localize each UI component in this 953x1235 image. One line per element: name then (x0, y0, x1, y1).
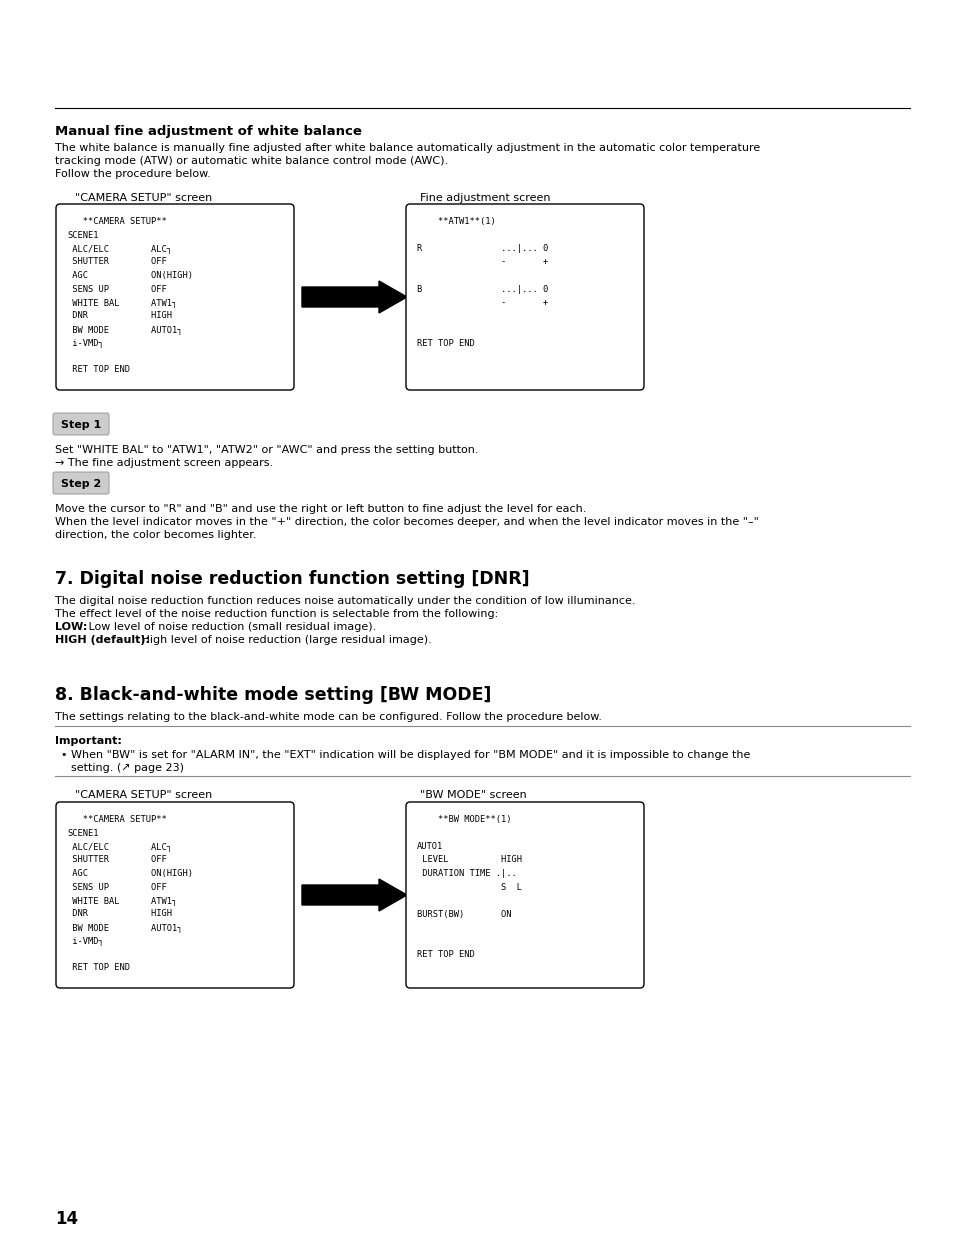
Text: R               ...|... 0: R ...|... 0 (416, 245, 548, 253)
Text: AGC            ON(HIGH): AGC ON(HIGH) (67, 270, 193, 280)
Text: "CAMERA SETUP" screen: "CAMERA SETUP" screen (75, 790, 212, 800)
FancyBboxPatch shape (56, 204, 294, 390)
Text: i-VMD┐: i-VMD┐ (67, 338, 104, 347)
Text: SHUTTER        OFF: SHUTTER OFF (67, 258, 167, 267)
Text: Follow the procedure below.: Follow the procedure below. (55, 169, 211, 179)
Text: The effect level of the noise reduction function is selectable from the followin: The effect level of the noise reduction … (55, 609, 497, 619)
Text: Manual fine adjustment of white balance: Manual fine adjustment of white balance (55, 125, 361, 138)
Text: WHITE BAL      ATW1┐: WHITE BAL ATW1┐ (67, 897, 177, 905)
Text: LEVEL          HIGH: LEVEL HIGH (416, 856, 521, 864)
Text: direction, the color becomes lighter.: direction, the color becomes lighter. (55, 530, 256, 540)
Text: Set "WHITE BAL" to "ATW1", "ATW2" or "AWC" and press the setting button.: Set "WHITE BAL" to "ATW1", "ATW2" or "AW… (55, 445, 478, 454)
Text: When the level indicator moves in the "+" direction, the color becomes deeper, a: When the level indicator moves in the "+… (55, 517, 758, 527)
Text: High level of noise reduction (large residual image).: High level of noise reduction (large res… (138, 635, 432, 645)
Text: setting. (↗ page 23): setting. (↗ page 23) (71, 763, 184, 773)
Text: **CAMERA SETUP**: **CAMERA SETUP** (67, 217, 167, 226)
FancyBboxPatch shape (53, 412, 109, 435)
Text: Step 2: Step 2 (61, 479, 101, 489)
Text: -       +: - + (416, 298, 548, 308)
Text: DURATION TIME .|..: DURATION TIME .|.. (416, 869, 517, 878)
Text: 8. Black-and-white mode setting [BW MODE]: 8. Black-and-white mode setting [BW MODE… (55, 685, 491, 704)
FancyBboxPatch shape (406, 802, 643, 988)
Text: 7. Digital noise reduction function setting [DNR]: 7. Digital noise reduction function sett… (55, 571, 529, 588)
Text: AGC            ON(HIGH): AGC ON(HIGH) (67, 869, 193, 878)
Text: S  L: S L (416, 883, 521, 892)
Text: When "BW" is set for "ALARM IN", the "EXT" indication will be displayed for "BM : When "BW" is set for "ALARM IN", the "EX… (71, 750, 750, 760)
Text: AUTO1: AUTO1 (416, 842, 443, 851)
Text: HIGH (default):: HIGH (default): (55, 635, 150, 645)
Text: The digital noise reduction function reduces noise automatically under the condi: The digital noise reduction function red… (55, 597, 635, 606)
Text: BW MODE        AUTO1┐: BW MODE AUTO1┐ (67, 923, 182, 932)
FancyArrow shape (302, 879, 407, 911)
Text: "BW MODE" screen: "BW MODE" screen (419, 790, 526, 800)
FancyBboxPatch shape (53, 472, 109, 494)
Text: **CAMERA SETUP**: **CAMERA SETUP** (67, 815, 167, 824)
Text: Move the cursor to "R" and "B" and use the right or left button to fine adjust t: Move the cursor to "R" and "B" and use t… (55, 504, 586, 514)
Text: → The fine adjustment screen appears.: → The fine adjustment screen appears. (55, 458, 273, 468)
Text: Low level of noise reduction (small residual image).: Low level of noise reduction (small resi… (85, 622, 375, 632)
FancyArrow shape (302, 282, 407, 312)
Text: ALC/ELC        ALC┐: ALC/ELC ALC┐ (67, 842, 172, 851)
Text: SENS UP        OFF: SENS UP OFF (67, 883, 167, 892)
Text: i-VMD┐: i-VMD┐ (67, 936, 104, 946)
Text: **BW MODE**(1): **BW MODE**(1) (416, 815, 511, 824)
Text: -       +: - + (416, 258, 548, 267)
FancyBboxPatch shape (56, 802, 294, 988)
Text: ALC/ELC        ALC┐: ALC/ELC ALC┐ (67, 245, 172, 253)
Text: **ATW1**(1): **ATW1**(1) (416, 217, 496, 226)
Text: BURST(BW)       ON: BURST(BW) ON (416, 909, 511, 919)
Text: "CAMERA SETUP" screen: "CAMERA SETUP" screen (75, 193, 212, 203)
Text: LOW:: LOW: (55, 622, 88, 632)
Text: DNR            HIGH: DNR HIGH (67, 311, 172, 321)
Text: RET TOP END: RET TOP END (416, 950, 475, 960)
Text: Important:: Important: (55, 736, 122, 746)
Text: tracking mode (ATW) or automatic white balance control mode (AWC).: tracking mode (ATW) or automatic white b… (55, 156, 448, 165)
Text: RET TOP END: RET TOP END (67, 963, 130, 972)
Text: Fine adjustment screen: Fine adjustment screen (419, 193, 550, 203)
Text: •: • (60, 750, 67, 760)
Text: SCENE1: SCENE1 (67, 231, 98, 240)
Text: RET TOP END: RET TOP END (67, 366, 130, 374)
Text: SENS UP        OFF: SENS UP OFF (67, 284, 167, 294)
Text: SCENE1: SCENE1 (67, 829, 98, 837)
Text: RET TOP END: RET TOP END (416, 338, 475, 347)
Text: 14: 14 (55, 1210, 78, 1228)
Text: B               ...|... 0: B ...|... 0 (416, 284, 548, 294)
Text: The settings relating to the black-and-white mode can be configured. Follow the : The settings relating to the black-and-w… (55, 713, 601, 722)
Text: Step 1: Step 1 (61, 420, 101, 430)
Text: The white balance is manually fine adjusted after white balance automatically ad: The white balance is manually fine adjus… (55, 143, 760, 153)
Text: DNR            HIGH: DNR HIGH (67, 909, 172, 919)
Text: WHITE BAL      ATW1┐: WHITE BAL ATW1┐ (67, 298, 177, 308)
Text: BW MODE        AUTO1┐: BW MODE AUTO1┐ (67, 325, 182, 333)
Text: SHUTTER        OFF: SHUTTER OFF (67, 856, 167, 864)
FancyBboxPatch shape (406, 204, 643, 390)
